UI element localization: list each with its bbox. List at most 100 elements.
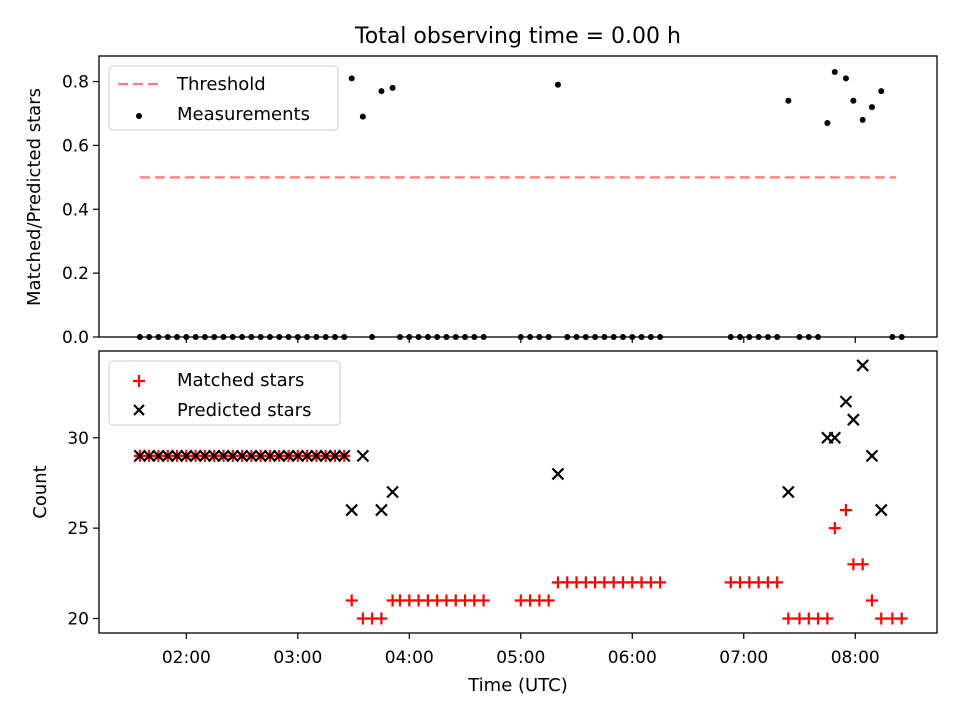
- y-tick-label: 25: [67, 519, 89, 539]
- matched-star-point: [875, 612, 888, 625]
- predicted-star-point: [356, 449, 370, 463]
- bottom-x-ticks: 02:00 03:00 04:00 05:00 06:00 07:00 08:00: [162, 633, 880, 668]
- top-plot-frame: [98, 55, 938, 338]
- measurement-point: [785, 97, 792, 104]
- predicted-star-point: [291, 449, 305, 463]
- measurement-point: [378, 88, 385, 95]
- predicted-star-point: [865, 449, 879, 463]
- top-legend-box: [108, 65, 339, 131]
- predicted-star-point: [856, 359, 869, 372]
- bottom-panel: Count 20 25 30 02:00 03:00 04:00 05:00 06:00 07…: [30, 350, 938, 696]
- predicted-star-point: [782, 485, 795, 499]
- matched-star-point: [856, 558, 869, 571]
- x-tick-label: 04:00: [385, 648, 434, 668]
- measurement-point: [359, 113, 366, 120]
- predicted-legend-label: Predicted stars: [177, 400, 311, 421]
- figure-title: Total observing time = 0.00 h: [354, 24, 681, 49]
- predicted-star-point: [152, 449, 165, 463]
- measurement-point: [878, 88, 885, 95]
- predicted-star-point: [282, 449, 295, 463]
- predicted-star-point: [300, 449, 314, 463]
- count-points: [133, 359, 908, 625]
- predicted-star-point: [847, 413, 860, 426]
- predicted-star-point: [142, 449, 156, 463]
- predicted-star-point: [386, 485, 399, 499]
- predicted-star-point: [337, 449, 351, 463]
- predicted-star-point: [207, 449, 221, 463]
- y-tick-label: 30: [67, 429, 89, 449]
- bottom-ylabel: Count: [30, 465, 51, 518]
- predicted-star-point: [235, 449, 249, 463]
- y-tick-label: 0.2: [62, 264, 89, 284]
- measurement-point: [389, 84, 396, 91]
- matched-legend-label: Matched stars: [177, 370, 304, 391]
- matched-star-point: [771, 576, 784, 589]
- y-tick-label: 0.6: [62, 136, 89, 156]
- x-tick-label: 08:00: [831, 648, 880, 668]
- threshold-legend-label: Threshold: [176, 74, 266, 95]
- bottom-plot-frame: [98, 350, 938, 634]
- matched-star-point: [828, 522, 841, 535]
- measurement-point: [348, 75, 355, 82]
- matched-star-point: [782, 612, 795, 625]
- predicted-star-point: [375, 503, 388, 517]
- y-tick-label: 0.0: [62, 328, 89, 348]
- x-tick-label: 06:00: [608, 648, 657, 668]
- top-legend: Threshold Measurements: [108, 65, 339, 131]
- measurement-point: [859, 116, 866, 123]
- matched-star-point: [821, 612, 834, 625]
- predicted-star-point: [161, 449, 175, 463]
- predicted-star-point: [839, 395, 853, 408]
- bottom-y-ticks: 20 25 30: [67, 429, 99, 630]
- top-ylabel: Matched/Predicted stars: [24, 88, 45, 306]
- x-tick-label: 03:00: [273, 648, 322, 668]
- measurement-point: [868, 104, 875, 111]
- predicted-star-point: [328, 449, 342, 463]
- y-tick-label: 0.8: [62, 73, 89, 93]
- predicted-star-point: [180, 449, 193, 463]
- bottom-legend-box: [108, 360, 341, 426]
- measurement-point: [831, 68, 838, 75]
- x-tick-label: 05:00: [496, 648, 545, 668]
- matched-star-point: [375, 612, 388, 625]
- predicted-star-point: [263, 449, 277, 463]
- top-panel: Matched/Predicted stars 0.00.20.40.60.8 …: [24, 55, 938, 348]
- x-axis-label: Time (UTC): [467, 675, 568, 696]
- measurement-point: [850, 97, 857, 104]
- x-tick-label: 02:00: [162, 648, 211, 668]
- predicted-star-point: [226, 449, 240, 463]
- y-tick-label: 0.4: [62, 200, 89, 220]
- matched-star-point: [654, 576, 667, 589]
- measurement-point: [824, 120, 831, 127]
- matched-star-point: [895, 612, 908, 625]
- bottom-legend: Matched stars Predicted stars: [108, 360, 341, 426]
- predicted-star-point: [217, 449, 230, 463]
- predicted-star-point: [133, 449, 147, 463]
- predicted-star-point: [198, 449, 212, 463]
- matched-star-point: [839, 504, 852, 517]
- measurements-legend-label: Measurements: [177, 104, 310, 125]
- y-tick-label: 20: [67, 610, 89, 630]
- measurements-legend-swatch: [136, 113, 142, 119]
- predicted-star-point: [828, 431, 842, 445]
- matched-star-point: [345, 594, 358, 607]
- matched-star-point: [542, 594, 555, 607]
- matched-legend-swatch: [133, 375, 145, 387]
- predicted-star-point: [189, 449, 202, 463]
- predicted-star-point: [310, 449, 323, 463]
- top-y-ticks: 0.0 0.2 0.4 0.6 0.8: [62, 73, 99, 348]
- measurement-point: [842, 75, 849, 82]
- predicted-star-point: [272, 449, 286, 463]
- predicted-star-point: [345, 503, 358, 517]
- predicted-legend-swatch: [133, 404, 145, 416]
- predicted-star-point: [551, 467, 565, 481]
- predicted-star-point: [170, 449, 184, 463]
- predicted-star-point: [254, 449, 267, 463]
- matched-star-point: [865, 594, 878, 607]
- x-tick-label: 07:00: [719, 648, 768, 668]
- matched-star-point: [477, 594, 490, 607]
- predicted-star-point: [874, 503, 888, 517]
- measurement-point: [554, 81, 561, 88]
- predicted-star-point: [245, 449, 258, 463]
